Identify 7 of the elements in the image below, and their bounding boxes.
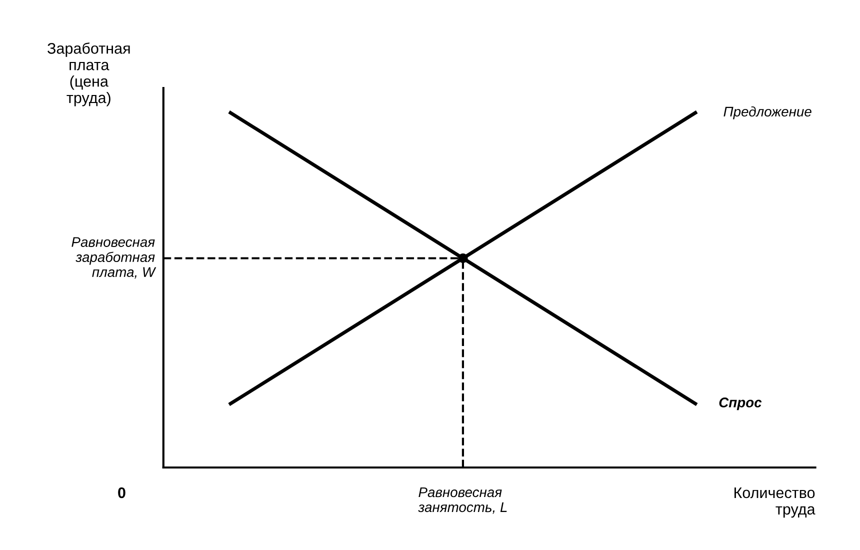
text: 0 xyxy=(118,487,126,498)
text: Равновесная занятость, L xyxy=(418,487,507,514)
series-label: Спрос xyxy=(719,398,762,410)
ref-line-label: Равновесная заработная плата, W xyxy=(72,237,156,279)
text: Предложение xyxy=(724,106,812,120)
y-axis-title: Заработная плата (цена труда) xyxy=(47,42,130,106)
x-axis-title: Количество труда xyxy=(734,488,816,518)
